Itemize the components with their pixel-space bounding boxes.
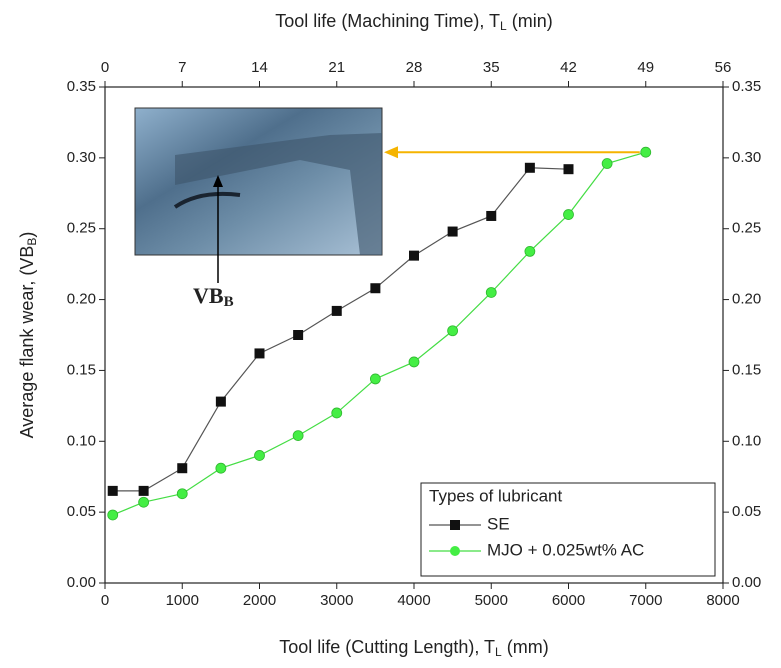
marker: [215, 462, 227, 474]
marker: [486, 210, 497, 221]
legend-marker: [450, 546, 460, 556]
y2-tick-label: 0.20: [732, 291, 761, 308]
top-x-tick-label: 14: [251, 59, 268, 76]
x-tick-label: 8000: [706, 592, 739, 609]
marker: [601, 158, 613, 169]
marker: [138, 485, 149, 496]
x-axis-label: Tool life (Cutting Length), TL (mm): [279, 637, 548, 659]
marker: [524, 245, 536, 257]
x-tick-label: 2000: [243, 592, 276, 609]
top-x-tick-label: 0: [101, 59, 109, 76]
x-tick-label: 0: [101, 592, 109, 609]
x-tick-label: 7000: [629, 592, 662, 609]
marker: [524, 162, 535, 173]
marker: [176, 488, 188, 500]
marker: [409, 250, 419, 261]
marker: [408, 356, 420, 368]
x-tick-label: 6000: [552, 592, 585, 609]
marker: [640, 146, 652, 158]
marker: [369, 373, 381, 385]
marker: [485, 287, 497, 298]
marker: [254, 348, 265, 359]
marker: [563, 209, 574, 220]
y2-tick-label: 0.35: [732, 78, 761, 95]
marker: [563, 164, 574, 175]
marker: [215, 396, 226, 407]
top-x-tick-label: 49: [637, 59, 654, 76]
x-tick-label: 3000: [320, 592, 353, 609]
annotation-arrow: [213, 175, 223, 283]
top-x-tick-label: 7: [178, 59, 186, 76]
legend-label: MJO + 0.025wt% AC: [487, 540, 644, 559]
top-x-tick-label: 56: [715, 59, 732, 76]
legend-title: Types of lubricant: [429, 486, 563, 505]
marker: [292, 430, 304, 442]
y2-tick-label: 0.25: [732, 220, 761, 237]
y-tick-label: 0.25: [67, 220, 96, 237]
top-x-tick-label: 42: [560, 59, 577, 76]
y2-tick-label: 0.05: [732, 503, 761, 520]
marker: [254, 450, 265, 461]
marker: [177, 463, 188, 474]
y-tick-label: 0.00: [67, 574, 96, 591]
marker: [107, 509, 119, 521]
legend-marker: [450, 520, 460, 530]
inset-photo: [134, 107, 383, 256]
y-tick-label: 0.15: [67, 361, 96, 378]
marker: [447, 325, 459, 337]
y-tick-label: 0.10: [67, 432, 96, 449]
marker: [331, 305, 342, 316]
x-tick-label: 5000: [475, 592, 508, 609]
marker: [293, 330, 304, 340]
marker: [370, 283, 381, 294]
y2-tick-label: 0.00: [732, 574, 761, 591]
top-x-tick-label: 35: [483, 59, 500, 76]
y-tick-label: 0.30: [67, 149, 96, 166]
marker: [138, 496, 150, 508]
x-tick-label: 4000: [397, 592, 430, 609]
highlight-arrow-head: [384, 146, 398, 159]
y-tick-label: 0.05: [67, 503, 96, 520]
y-axis-label: Average flank wear, (VBB): [17, 232, 39, 439]
annotation: VBB: [193, 283, 234, 310]
top-axis-label: Tool life (Machining Time), TL (min): [275, 11, 552, 33]
marker: [107, 485, 118, 496]
y2-tick-label: 0.15: [732, 361, 761, 378]
marker: [447, 226, 458, 237]
y-tick-label: 0.20: [67, 291, 96, 308]
y-tick-label: 0.35: [67, 78, 96, 95]
legend-box: [420, 482, 716, 577]
x-tick-label: 1000: [166, 592, 199, 609]
y2-tick-label: 0.10: [732, 432, 761, 449]
legend-label: SE: [487, 514, 510, 533]
top-x-tick-label: 28: [406, 59, 423, 76]
y2-tick-label: 0.30: [732, 149, 761, 166]
top-x-tick-label: 21: [328, 59, 345, 76]
marker: [331, 407, 343, 419]
